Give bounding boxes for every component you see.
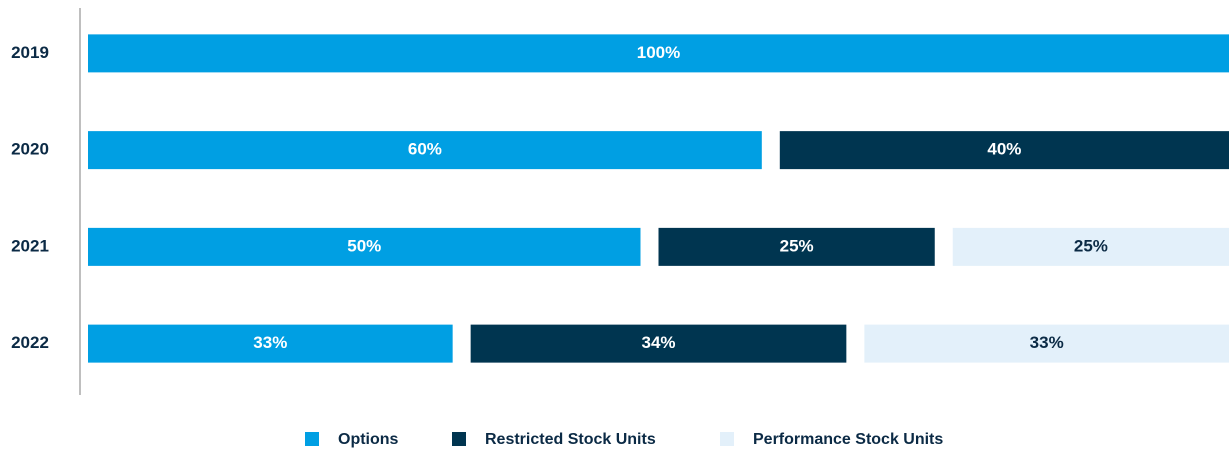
legend-label: Restricted Stock Units <box>485 431 656 448</box>
value-label: 33% <box>1030 333 1064 352</box>
bar-segment <box>952 227 1229 266</box>
bar-segment <box>864 324 1229 363</box>
bar-segment <box>658 227 935 266</box>
bar-segment <box>779 131 1229 170</box>
category-label: 2021 <box>11 236 49 255</box>
legend-label: Options <box>338 431 399 448</box>
legend-swatch <box>305 432 319 446</box>
value-label: 50% <box>347 236 381 255</box>
bar-segment <box>88 131 762 170</box>
value-label: 100% <box>637 43 680 62</box>
bar-segment <box>470 324 847 363</box>
legend-label: Performance Stock Units <box>753 431 943 448</box>
category-label: 2020 <box>11 140 49 159</box>
value-label: 25% <box>780 236 814 255</box>
legend-swatch <box>452 432 466 446</box>
category-label: 2022 <box>11 333 49 352</box>
bar-segment <box>88 227 641 266</box>
category-label: 2019 <box>11 43 49 62</box>
value-label: 33% <box>253 333 287 352</box>
legend-swatch <box>720 432 734 446</box>
value-label: 34% <box>641 333 675 352</box>
value-label: 40% <box>987 140 1021 159</box>
bar-segment <box>88 34 1229 73</box>
bar-segment <box>88 324 453 363</box>
value-label: 60% <box>408 140 442 159</box>
value-label: 25% <box>1074 236 1108 255</box>
